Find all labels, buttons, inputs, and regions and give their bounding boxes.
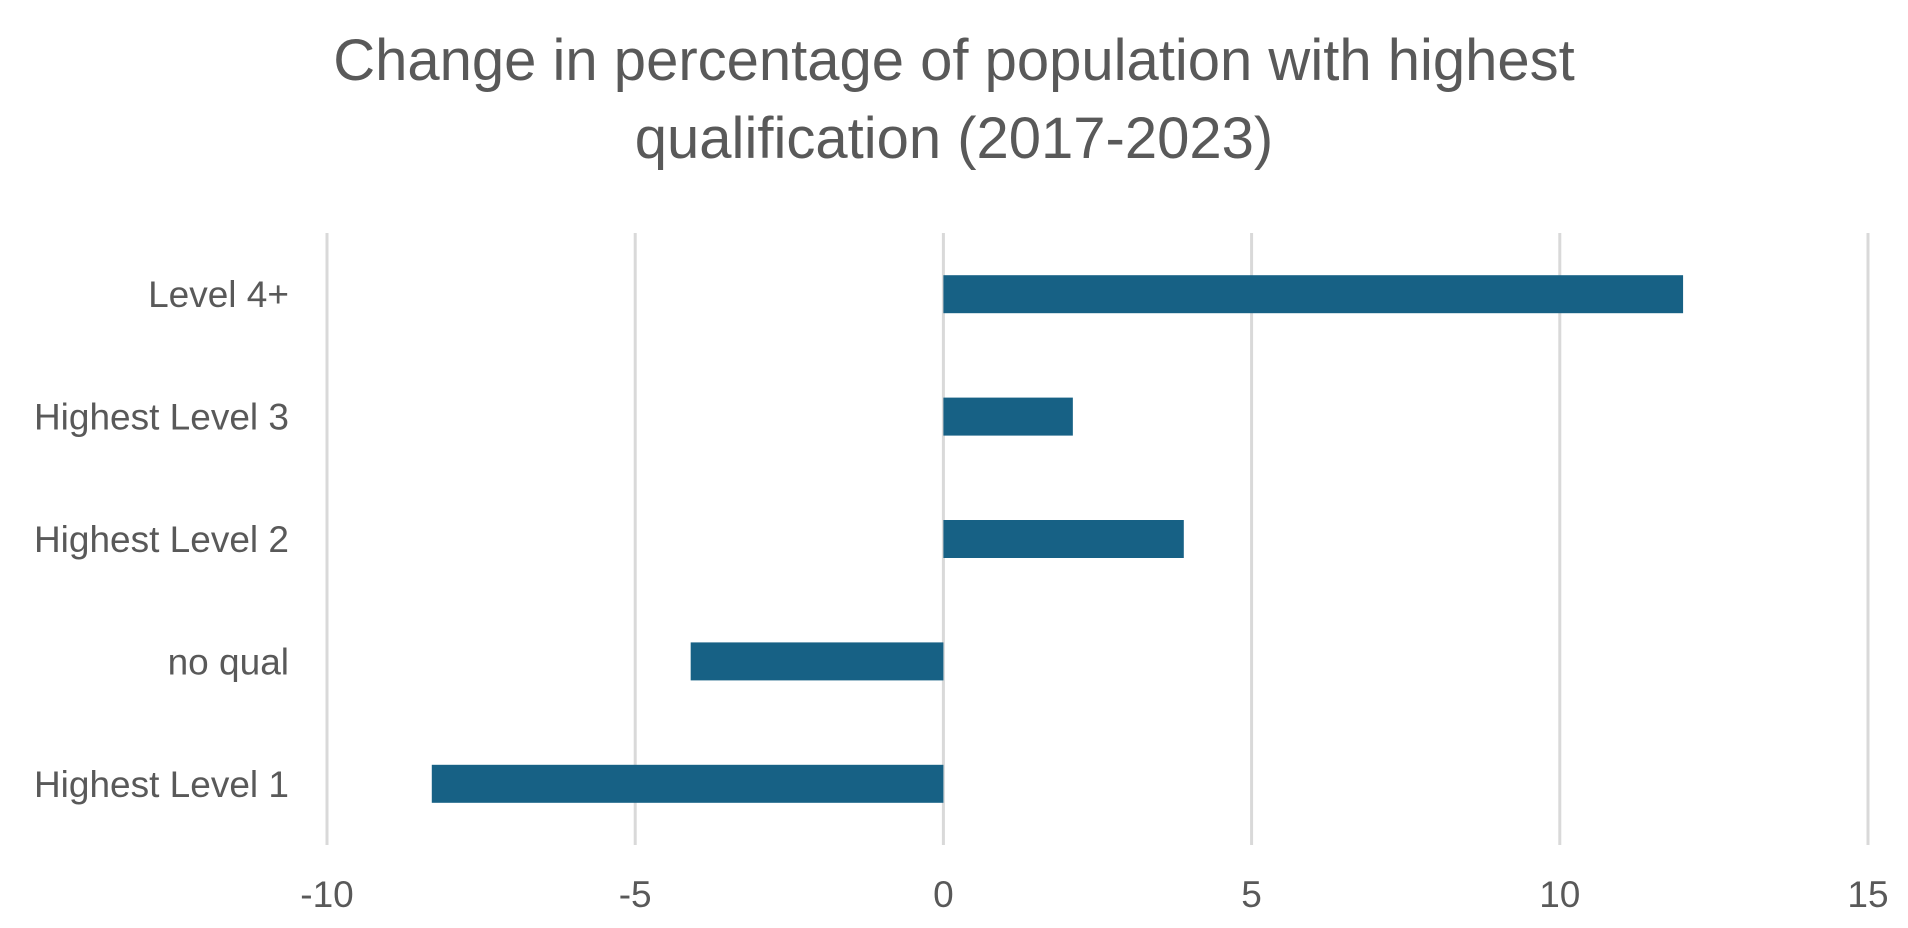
category-label-no-qual: no qual	[168, 641, 289, 682]
x-tick-label-5: -5	[619, 874, 652, 915]
x-tick-labels: -10 -5 0 5 10 15	[300, 874, 1888, 915]
category-label-highest-level-3: Highest Level 3	[34, 397, 289, 438]
bar-highest-level-2	[943, 520, 1184, 558]
bars	[431, 275, 1684, 803]
bar-highest-level-1	[431, 764, 944, 803]
x-tick-label-10: -10	[300, 874, 353, 915]
bar-no-qual	[690, 642, 944, 681]
category-label-highest-level-2: Highest Level 2	[34, 519, 289, 560]
chart-title: Change in percentage of population with …	[0, 22, 1908, 178]
chart-title-line-1: Change in percentage of population with …	[333, 28, 1575, 93]
category-label-level-4: Level 4+	[148, 274, 289, 315]
category-label-highest-level-1: Highest Level 1	[34, 764, 289, 805]
category-labels: Level 4+ Highest Level 3 Highest Level 2 no…	[34, 274, 289, 805]
chart-title-line-2: qualification (2017-2023)	[634, 106, 1274, 171]
x-tick-label-10: 10	[1539, 874, 1580, 915]
bar-level-4	[943, 275, 1684, 314]
bar-highest-level-3	[943, 397, 1073, 436]
x-tick-label-0: 0	[933, 874, 954, 915]
x-tick-label-15: 15	[1847, 874, 1888, 915]
x-tick-label-5: 5	[1241, 874, 1262, 915]
